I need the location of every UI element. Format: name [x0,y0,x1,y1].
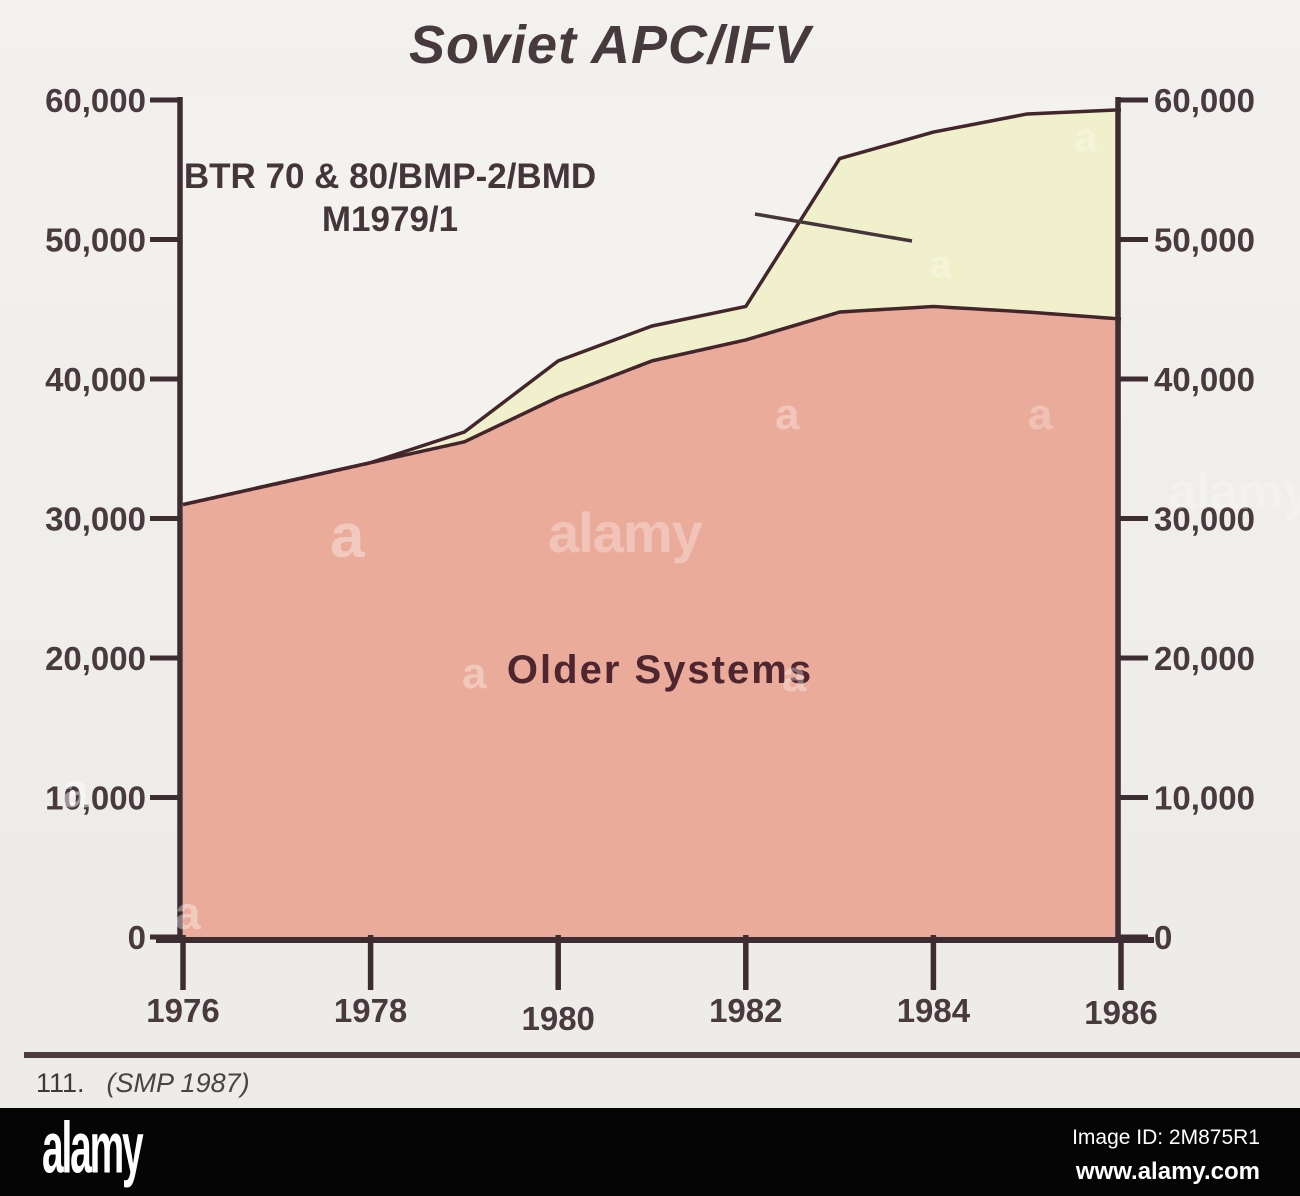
y-tick-label-right: 50,000 [1154,222,1255,259]
btr-bmp-area [183,109,1121,505]
figure-caption: 111. (SMP 1987) [36,1068,250,1099]
x-tick-label: 1982 [709,992,782,1029]
y-tick-label-left: 20,000 [45,640,146,677]
callout-line-2: M1979/1 [321,199,459,239]
y-tick-label-left: 60,000 [45,82,146,119]
chart-title: Soviet APC/IFV [408,15,812,75]
y-tick-label-left: 50,000 [45,222,146,259]
alamy-footer-bar: alamy Image ID: 2M875R1 www.alamy.com [0,1108,1300,1196]
y-tick-label-right: 0 [1154,919,1172,956]
y-tick-label-left: 10,000 [45,780,146,817]
y-tick-label-left: 40,000 [45,361,146,398]
y-tick-label-left: 0 [128,919,146,956]
y-tick-label-left: 30,000 [45,501,146,538]
y-tick-label-right: 60,000 [1154,82,1255,119]
older-systems-area-label: Older Systems [506,648,814,692]
x-tick-label: 1976 [146,992,219,1029]
y-tick-label-right: 20,000 [1154,640,1255,677]
alamy-url-text: www.alamy.com [1075,1158,1260,1186]
callout-label: BTR 70 & 80/BMP-2/BMD M1979/1 [120,156,660,241]
y-tick-label-right: 10,000 [1154,780,1255,817]
older-systems-area [183,306,1121,941]
y-tick-label-right: 40,000 [1154,361,1255,398]
figure-source: (SMP 1987) [106,1068,250,1098]
image-id-text: Image ID: 2M875R1 [1072,1126,1260,1149]
older-boundary-line [182,304,1122,507]
alamy-logo: alamy [42,1108,144,1189]
caption-divider-rule [24,1052,1300,1058]
x-tick-label: 1984 [897,992,971,1029]
figure-number: 111. [36,1068,85,1098]
callout-pointer-line [754,212,913,243]
footer-right-block: Image ID: 2M875R1 www.alamy.com [1072,1124,1260,1189]
y-tick-label-right: 30,000 [1154,501,1255,538]
x-tick-label: 1978 [334,992,407,1029]
callout-line-1: BTR 70 & 80/BMP-2/BMD [183,157,597,196]
x-tick-label: 1980 [521,1000,594,1037]
x-tick-label: 1986 [1084,994,1157,1031]
